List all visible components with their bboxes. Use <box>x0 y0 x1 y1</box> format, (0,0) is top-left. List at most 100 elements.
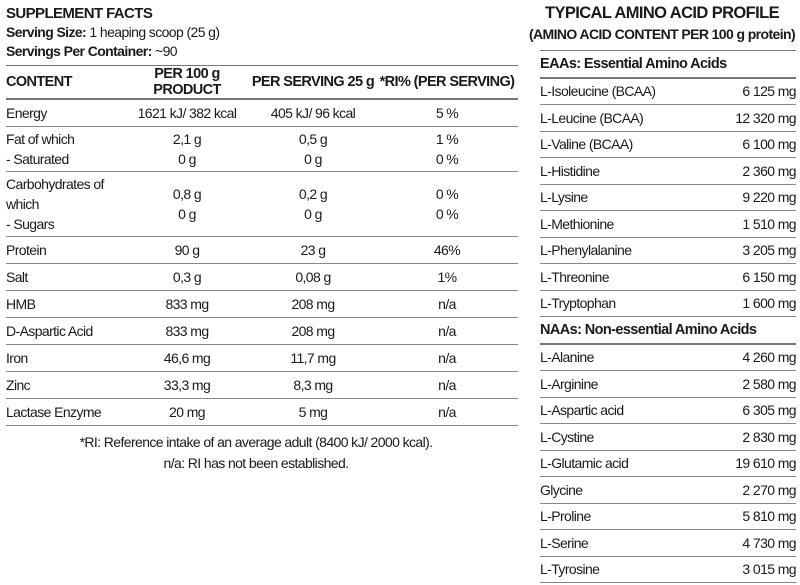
ri-cell: 5 % <box>376 99 518 127</box>
amino-acid-amount: 6 150 mg <box>707 263 797 291</box>
amino-acid-name: L-Isoleucine (BCAA) <box>540 77 708 105</box>
column-header: PER 100 g PRODUCT <box>124 65 250 100</box>
section-header-label: EAAs: Essential Amino Acids <box>540 50 796 79</box>
nutrition-table: CONTENT PER 100 g PRODUCT PER SERVING 25… <box>6 65 518 426</box>
amino-acid-amount: 3 015 mg <box>707 556 797 583</box>
content-cell: Energy <box>6 99 124 127</box>
cell-line: HMB <box>6 296 36 312</box>
content-cell: Zinc <box>6 371 124 399</box>
cell-line: Protein <box>6 242 47 258</box>
cell-line: 5 % <box>435 105 459 121</box>
footnote-na: n/a: RI has not been established. <box>163 455 350 471</box>
amino-acid-row: L-Methionine 1 510 mg <box>540 210 797 238</box>
cell-line: n/a <box>438 377 456 393</box>
supplement-facts-panel: SUPPLEMENT FACTS Serving Size: 1 heaping… <box>6 4 518 474</box>
content-cell: D-Aspartic Acid <box>6 317 124 345</box>
amino-acid-row: L-Cystine 2 830 mg <box>540 423 797 451</box>
cell-line: 0 g <box>178 206 196 222</box>
supplement-facts-title: SUPPLEMENT FACTS <box>6 5 153 22</box>
servings-per-container: Servings Per Container: ~90 <box>6 43 178 59</box>
amino-acid-amount: 1 600 mg <box>707 290 797 317</box>
per-serving-cell: 8,3 mg <box>250 371 376 399</box>
amino-acid-amount: 4 260 mg <box>707 343 797 371</box>
amino-acid-amount: 4 730 mg <box>707 529 797 557</box>
cell-line: 833 mg <box>165 296 209 312</box>
ri-cell: n/a <box>376 398 518 426</box>
ri-cell: n/a <box>376 371 518 399</box>
cell-line: Lactase Enzyme <box>6 404 102 420</box>
amino-profile-title: TYPICAL AMINO ACID PROFILE <box>544 4 780 22</box>
cell-line: 0 g <box>304 151 322 167</box>
cell-line: 90 g <box>174 242 200 258</box>
cell-line: 0,5 g <box>298 131 328 147</box>
amino-acid-row: L-Threonine 6 150 mg <box>540 263 797 291</box>
per-100g-cell: 46,6 mg <box>124 344 250 372</box>
amino-acid-row: L-Lysine 9 220 mg <box>540 184 797 211</box>
per-100g-cell: 2,1 g 0 g <box>124 126 250 172</box>
ri-cell: 0 % 0 % <box>376 171 518 237</box>
per-serving-cell: 5 mg <box>250 398 376 426</box>
amino-acid-amount: 2 360 mg <box>707 157 797 185</box>
table-row: D-Aspartic Acid 833 mg 208 mg n/a <box>6 317 518 345</box>
amino-acid-name: L-Tryptophan <box>540 290 708 317</box>
per-serving-cell: 23 g <box>250 236 376 264</box>
amino-acid-row: L-Histidine 2 360 mg <box>540 157 797 185</box>
amino-acid-amount: 2 830 mg <box>707 423 797 451</box>
per-serving-cell: 0,5 g 0 g <box>250 126 376 172</box>
amino-acid-table: EAAs: Essential Amino Acids L-Isoleucine … <box>540 50 797 583</box>
cell-line: 0,8 g <box>172 186 202 202</box>
cell-line: 5 mg <box>298 404 328 420</box>
cell-line: Zinc <box>6 377 31 393</box>
amino-acid-row: L-Valine (BCAA) 6 100 mg <box>540 131 797 158</box>
table-row: Fat of which - Saturated 2,1 g 0 g 0,5 g 0 g 1… <box>6 126 518 172</box>
amino-acid-name: L-Leucine (BCAA) <box>540 104 708 132</box>
cell-line: 0,2 g <box>298 186 328 202</box>
amino-acid-row: L-Isoleucine (BCAA) 6 125 mg <box>540 77 797 105</box>
section-header-label: NAAs: Non-essential Amino Acids <box>540 316 796 345</box>
amino-acid-amount: 6 125 mg <box>707 77 797 105</box>
cell-line: 0 % <box>435 206 459 222</box>
amino-acid-name: L-Lysine <box>540 184 708 211</box>
cell-line: 833 mg <box>165 323 209 339</box>
amino-acid-amount: 6 305 mg <box>707 397 797 424</box>
per-100g-cell: 0,8 g 0 g <box>124 171 250 237</box>
column-header: PER SERVING 25 g <box>250 65 376 100</box>
per-100g-cell: 90 g <box>124 236 250 264</box>
amino-acid-row: L-Glutamic acid 19 610 mg <box>540 450 797 477</box>
cell-line: 0,08 g <box>295 269 331 285</box>
amino-profile-subtitle: (AMINO ACID CONTENT PER 100 g protein) <box>528 26 796 42</box>
amino-acid-name: L-Proline <box>540 503 708 530</box>
amino-acid-name: L-Aspartic acid <box>540 397 708 424</box>
cell-line: 23 g <box>300 242 326 258</box>
table-row: Salt 0,3 g 0,08 g 1% <box>6 263 518 291</box>
cell-line: 208 mg <box>291 296 335 312</box>
cell-line: Salt <box>6 269 28 285</box>
amino-acid-row: L-Serine 4 730 mg <box>540 529 797 557</box>
amino-acid-name: L-Serine <box>540 529 708 557</box>
amino-acid-row: L-Arginine 2 580 mg <box>540 370 797 398</box>
cell-line: 8,3 mg <box>293 377 333 393</box>
content-cell: HMB <box>6 290 124 318</box>
amino-acid-name: L-Glutamic acid <box>540 450 708 477</box>
amino-acid-row: L-Phenylalanine 3 205 mg <box>540 237 797 264</box>
cell-line: 46% <box>433 242 461 258</box>
cell-line: n/a <box>438 404 456 420</box>
amino-acid-name: Glycine <box>540 476 708 504</box>
ri-cell: n/a <box>376 290 518 318</box>
cell-line: Fat of which <box>6 131 75 147</box>
section-header: NAAs: Non-essential Amino Acids <box>540 316 796 345</box>
amino-acid-amount: 19 610 mg <box>707 450 797 477</box>
section-header: EAAs: Essential Amino Acids <box>540 50 796 79</box>
amino-acid-row: L-Leucine (BCAA) 12 320 mg <box>540 104 797 132</box>
cell-line: 0,3 g <box>172 269 202 285</box>
serving-size: Serving Size: 1 heaping scoop (25 g) <box>6 24 220 40</box>
table-row: Zinc 33,3 mg 8,3 mg n/a <box>6 371 518 399</box>
amino-acid-row: L-Proline 5 810 mg <box>540 503 797 530</box>
cell-line: n/a <box>438 296 456 312</box>
per-100g-cell: 0,3 g <box>124 263 250 291</box>
cell-line: Energy <box>6 105 47 121</box>
amino-acid-amount: 5 810 mg <box>707 503 797 530</box>
amino-acid-row: L-Alanine 4 260 mg <box>540 343 797 371</box>
ri-cell: 1% <box>376 263 518 291</box>
